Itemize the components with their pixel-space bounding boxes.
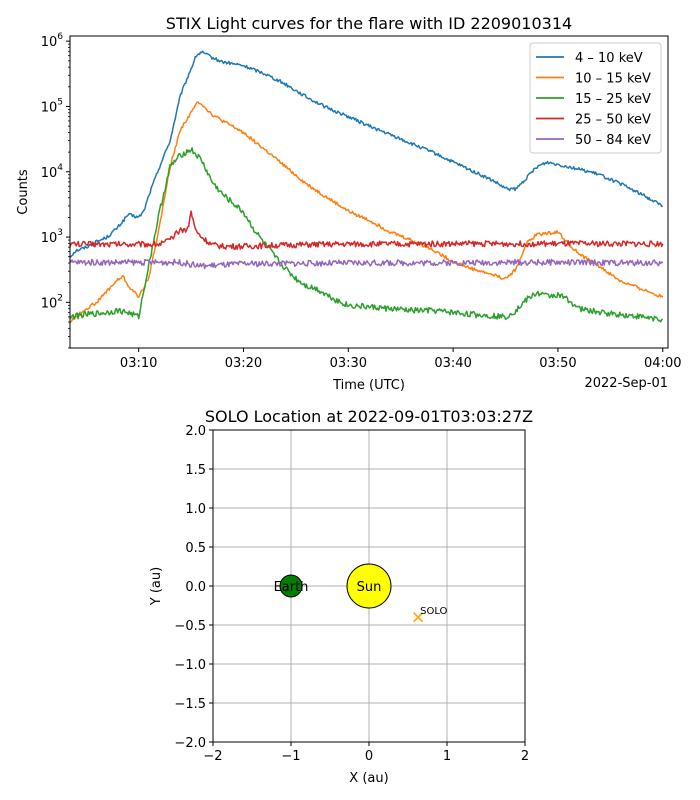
sun-marker	[346, 563, 392, 609]
lightcurve-x-offset-label: 2022-Sep-01	[584, 376, 668, 391]
y-tick-label: 2.0	[185, 424, 206, 439]
x-tick-label: 03:10	[120, 356, 157, 371]
earth-label: Earth	[274, 580, 309, 595]
x-tick-label: 2	[521, 749, 529, 764]
y-tick-label: 106	[41, 32, 64, 50]
x-tick-label: −1	[281, 749, 300, 764]
x-tick-label: 03:50	[539, 356, 576, 371]
legend-label: 25 – 50 keV	[575, 113, 651, 128]
location-x-label: X (au)	[349, 771, 388, 786]
x-tick-label: 03:20	[225, 356, 262, 371]
legend-label: 4 – 10 keV	[575, 51, 643, 66]
y-tick-label: −0.5	[174, 619, 206, 634]
x-tick-label: 0	[365, 749, 373, 764]
location-y-label: Y (au)	[149, 567, 164, 606]
lightcurve-axes-frame	[69, 35, 669, 349]
lightcurve-series-group	[70, 50, 664, 324]
lightcurve-title: STIX Light curves for the flare with ID …	[166, 14, 572, 33]
lightcurve-y-label: Counts	[16, 169, 31, 215]
location-title: SOLO Location at 2022-09-01T03:03:27Z	[205, 407, 533, 426]
y-tick-label: −1.5	[174, 697, 206, 712]
y-tick-label: 105	[41, 97, 63, 115]
legend-label: 10 – 15 keV	[575, 72, 651, 87]
solo-marker	[413, 612, 424, 623]
series-line-5	[70, 258, 664, 270]
y-tick-label: −1.0	[174, 658, 206, 673]
y-tick-label: 102	[41, 293, 63, 311]
x-tick-label: 03:30	[330, 356, 367, 371]
location-x-ticks: −2 −1 0 1 2	[203, 742, 529, 764]
series-line-4	[70, 210, 664, 250]
legend-label: 50 – 84 keV	[575, 133, 651, 148]
lightcurve-x-ticks: 03:10 03:20 03:30 03:40 03:50 04:00	[120, 348, 681, 371]
y-tick-label: 1.0	[185, 502, 206, 517]
y-tick-label: 0.0	[185, 580, 206, 595]
y-tick-label: 104	[41, 163, 64, 181]
y-tick-label: 1.5	[185, 463, 206, 478]
legend-label: 15 – 25 keV	[575, 92, 651, 107]
earth-marker	[279, 574, 303, 598]
x-tick-label: 1	[443, 749, 451, 764]
legend-box	[529, 42, 662, 154]
x-tick-label: −2	[203, 749, 222, 764]
location-panel: SOLO Location at 2022-09-01T03:03:27Z Su…	[149, 407, 533, 786]
lightcurve-legend: 4 – 10 keV 10 – 15 keV 15 – 25 keV 25 – 50 …	[529, 42, 662, 154]
sun-label: Sun	[357, 580, 382, 595]
lightcurve-x-label: Time (UTC)	[332, 378, 405, 393]
x-tick-label: 04:00	[644, 356, 681, 371]
solo-label: SOLO	[420, 606, 447, 617]
y-tick-label: −2.0	[174, 736, 206, 751]
y-tick-label: 0.5	[185, 541, 206, 556]
location-points: Sun Earth SOLO	[274, 563, 448, 623]
x-tick-label: 03:40	[434, 356, 471, 371]
light-curve-panel: STIX Light curves for the flare with ID …	[16, 14, 681, 393]
location-y-ticks: 2.0 1.5 1.0 0.5 0.0 −0.5 −1.0 −1.5 −2.0	[174, 424, 213, 751]
series-line-1	[70, 50, 664, 258]
series-line-3	[70, 147, 664, 323]
lightcurve-y-ticks: 102 103 104 105 106	[41, 32, 70, 349]
y-tick-label: 103	[41, 228, 63, 246]
